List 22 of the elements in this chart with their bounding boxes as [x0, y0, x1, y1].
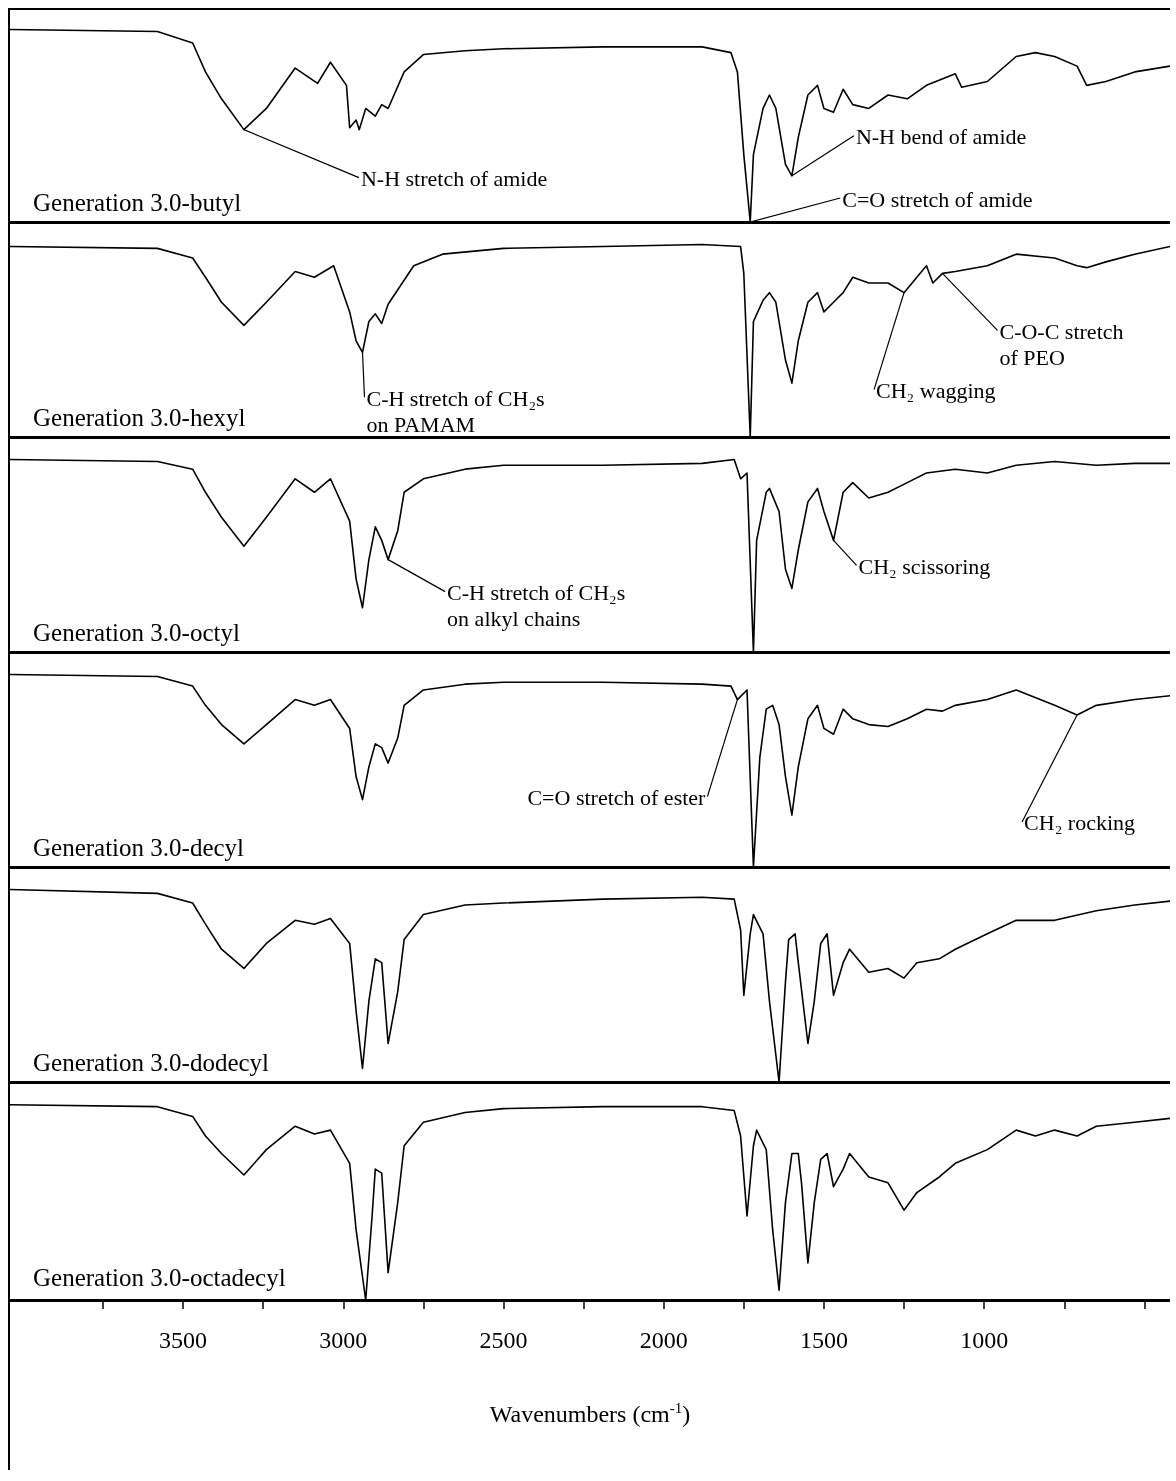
annotation: C=O stretch of amide — [842, 186, 1033, 212]
text: Generation 3.0-octyl — [33, 619, 240, 646]
annotation: C=O stretch of ester — [527, 785, 707, 811]
annotation: N-H bend of amide — [855, 124, 1027, 150]
annotation: CH₂ scissoring — [858, 553, 991, 579]
text: Generation 3.0-decyl — [33, 834, 245, 861]
x-tick-label: 2000 — [639, 1327, 688, 1353]
annotation: C-H stretch of CH₂s on alkyl chains — [447, 580, 626, 632]
text: Generation 3.0-hexyl — [33, 404, 246, 431]
annotation: CH₂ rocking — [1024, 810, 1136, 836]
annotation: C-H stretch of CH₂s on PAMAM — [366, 385, 545, 437]
x-tick-label: 2500 — [479, 1327, 528, 1353]
annotation: CH₂ wagging — [876, 378, 996, 404]
annotation: C-O-C stretch of PEO — [999, 318, 1124, 370]
text: Generation 3.0-octadecyl — [33, 1264, 286, 1291]
text: Generation 3.0-dodecyl — [33, 1049, 270, 1076]
x-tick-label: 1000 — [960, 1327, 1009, 1353]
annotation: N-H stretch of amide — [360, 166, 548, 192]
x-tick-label: 3500 — [159, 1327, 208, 1353]
x-tick-label: 3000 — [319, 1327, 368, 1353]
text: Generation 3.0-butyl — [33, 189, 242, 216]
x-tick-label: 1500 — [799, 1327, 848, 1353]
